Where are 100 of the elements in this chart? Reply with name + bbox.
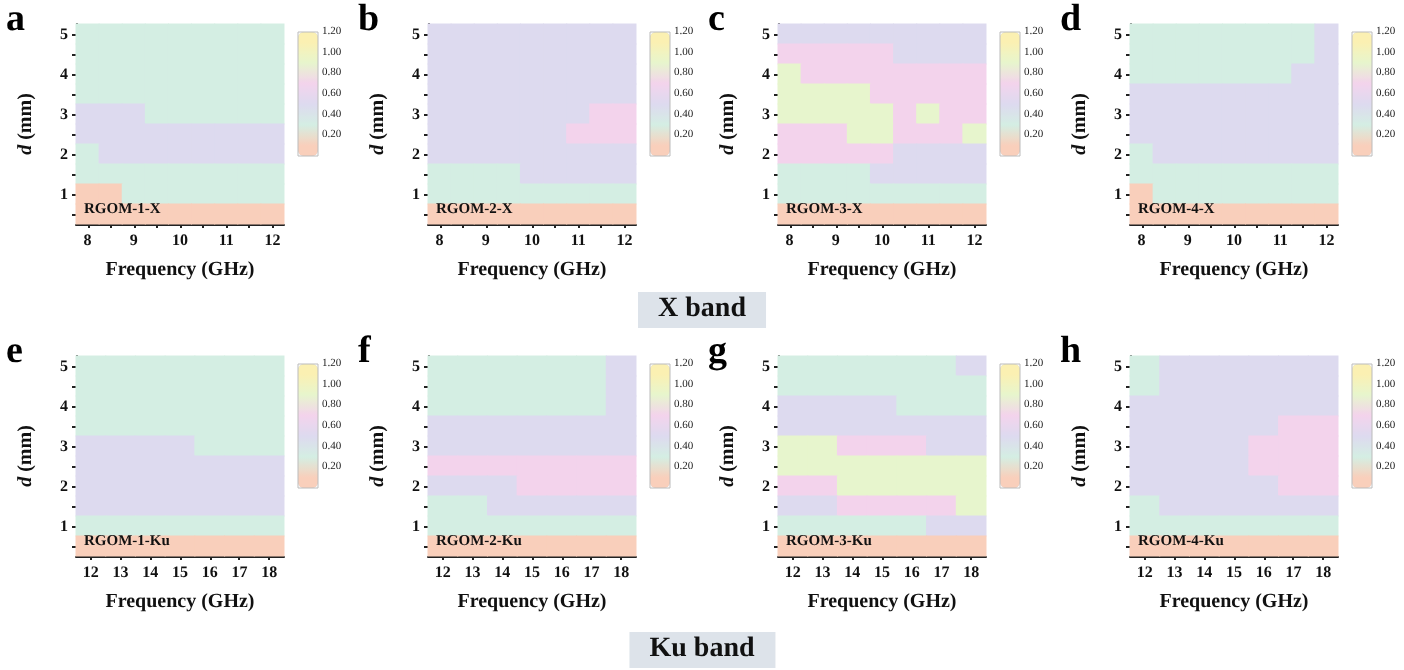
x-tick-label: 8 — [785, 231, 794, 249]
x-tick-label: 9 — [480, 231, 489, 249]
y-tick-label: 3 — [1113, 437, 1121, 455]
y-tick-label: 5 — [411, 25, 419, 43]
x-tick-label: 14 — [493, 563, 510, 581]
y-tick-label: 1 — [762, 517, 770, 535]
y-tick-label: 4 — [1113, 65, 1121, 83]
x-tick-label: 14 — [142, 563, 159, 581]
x-axis-title: Frequency (GHz) — [807, 591, 957, 613]
y-tick-label: 4 — [762, 65, 770, 83]
y-tick-label: 1 — [1113, 185, 1121, 203]
y-tick-label: 1 — [411, 185, 419, 203]
x-tick-label: 18 — [612, 563, 629, 581]
y-tick-label: 1 — [762, 185, 770, 203]
x-tick-label: 12 — [1317, 231, 1334, 249]
y-tick-label: 1 — [411, 517, 419, 535]
x-tick-label: 16 — [201, 563, 218, 581]
x-tick-label: 12 — [1135, 563, 1152, 581]
y-tick-label: 5 — [1113, 25, 1121, 43]
y-tick-label: 1 — [1113, 517, 1121, 535]
x-axis-title: Frequency (GHz) — [105, 591, 255, 613]
x-tick-label: 12 — [784, 563, 801, 581]
x-tick-label: 9 — [831, 231, 840, 249]
y-tick-label: 1 — [60, 517, 68, 535]
x-tick-label: 15 — [523, 563, 539, 581]
y-tick-label: 2 — [762, 477, 770, 495]
y-tick-label: 1 — [60, 185, 68, 203]
y-tick-label: 2 — [1113, 145, 1121, 163]
x-tick-label: 8 — [434, 231, 443, 249]
x-tick-label: 12 — [615, 231, 632, 249]
y-axis-title: d (mm) — [1068, 93, 1090, 155]
x-tick-label: 13 — [814, 563, 831, 581]
x-tick-label: 15 — [172, 563, 188, 581]
y-tick-label: 4 — [60, 397, 68, 415]
x-tick-label: 16 — [552, 563, 569, 581]
x-axis-title: Frequency (GHz) — [1158, 591, 1308, 613]
x-tick-label: 17 — [933, 563, 950, 581]
y-tick-label: 2 — [60, 477, 68, 495]
x-tick-label: 12 — [264, 231, 281, 249]
y-tick-label: 4 — [411, 397, 419, 415]
y-tick-label: 5 — [1113, 357, 1121, 375]
y-tick-label: 3 — [1113, 105, 1121, 123]
x-tick-label: 8 — [1136, 231, 1145, 249]
y-tick-label: 4 — [411, 65, 419, 83]
y-tick-label: 3 — [411, 105, 419, 123]
y-tick-label: 3 — [60, 105, 68, 123]
x-tick-label: 11 — [569, 231, 585, 249]
x-tick-label: 13 — [463, 563, 480, 581]
x-tick-label: 11 — [218, 231, 234, 249]
y-tick-label: 2 — [411, 145, 419, 163]
x-axis-title: Frequency (GHz) — [807, 259, 957, 281]
x-tick-label: 8 — [83, 231, 92, 249]
x-axis-title: Frequency (GHz) — [105, 259, 255, 281]
x-tick-label: 11 — [920, 231, 936, 249]
chart-title: e — [6, 330, 23, 372]
x-tick-label: 11 — [1271, 231, 1287, 249]
x-tick-label: 9 — [1182, 231, 1191, 249]
y-tick-label: 3 — [762, 437, 770, 455]
chart-title: c — [708, 0, 725, 40]
y-tick-label: 3 — [411, 437, 419, 455]
chart-title: h — [1059, 330, 1081, 372]
x-tick-label: 15 — [874, 563, 890, 581]
y-axis-title: d (mm) — [366, 425, 388, 487]
x-tick-label: 10 — [874, 231, 890, 249]
y-tick-label: 5 — [762, 25, 770, 43]
x-tick-label: 14 — [1195, 563, 1212, 581]
y-tick-label: 4 — [1113, 397, 1121, 415]
y-tick-label: 2 — [762, 145, 770, 163]
y-tick-label: 5 — [60, 357, 68, 375]
y-tick-label: 2 — [1113, 477, 1121, 495]
y-tick-label: 3 — [60, 437, 68, 455]
x-tick-label: 10 — [1225, 231, 1241, 249]
y-axis-title: d (mm) — [15, 425, 37, 487]
x-tick-label: 12 — [82, 563, 99, 581]
chart-title: f — [357, 330, 371, 372]
y-tick-label: 3 — [762, 105, 770, 123]
x-tick-label: 13 — [1165, 563, 1182, 581]
text: Ku band — [629, 632, 775, 668]
chart-title: d — [1059, 0, 1081, 40]
x-tick-label: 10 — [172, 231, 188, 249]
x-tick-label: 16 — [903, 563, 920, 581]
y-axis-title: d (mm) — [717, 93, 739, 155]
y-axis-title: d (mm) — [15, 93, 37, 155]
chart-title: a — [6, 0, 26, 40]
x-tick-label: 13 — [112, 563, 129, 581]
x-tick-label: 12 — [433, 563, 450, 581]
x-tick-label: 9 — [129, 231, 138, 249]
x-tick-label: 18 — [261, 563, 278, 581]
y-tick-label: 5 — [762, 357, 770, 375]
x-tick-label: 15 — [1225, 563, 1241, 581]
y-tick-label: 2 — [60, 145, 68, 163]
x-tick-label: 14 — [844, 563, 861, 581]
x-tick-label: 17 — [231, 563, 248, 581]
chart-title: g — [708, 330, 728, 372]
x-tick-label: 17 — [1284, 563, 1301, 581]
y-tick-label: 5 — [411, 357, 419, 375]
x-tick-label: 17 — [582, 563, 599, 581]
x-axis-title: Frequency (GHz) — [456, 259, 606, 281]
y-axis-title: d (mm) — [1068, 425, 1090, 487]
y-tick-label: 4 — [60, 65, 68, 83]
